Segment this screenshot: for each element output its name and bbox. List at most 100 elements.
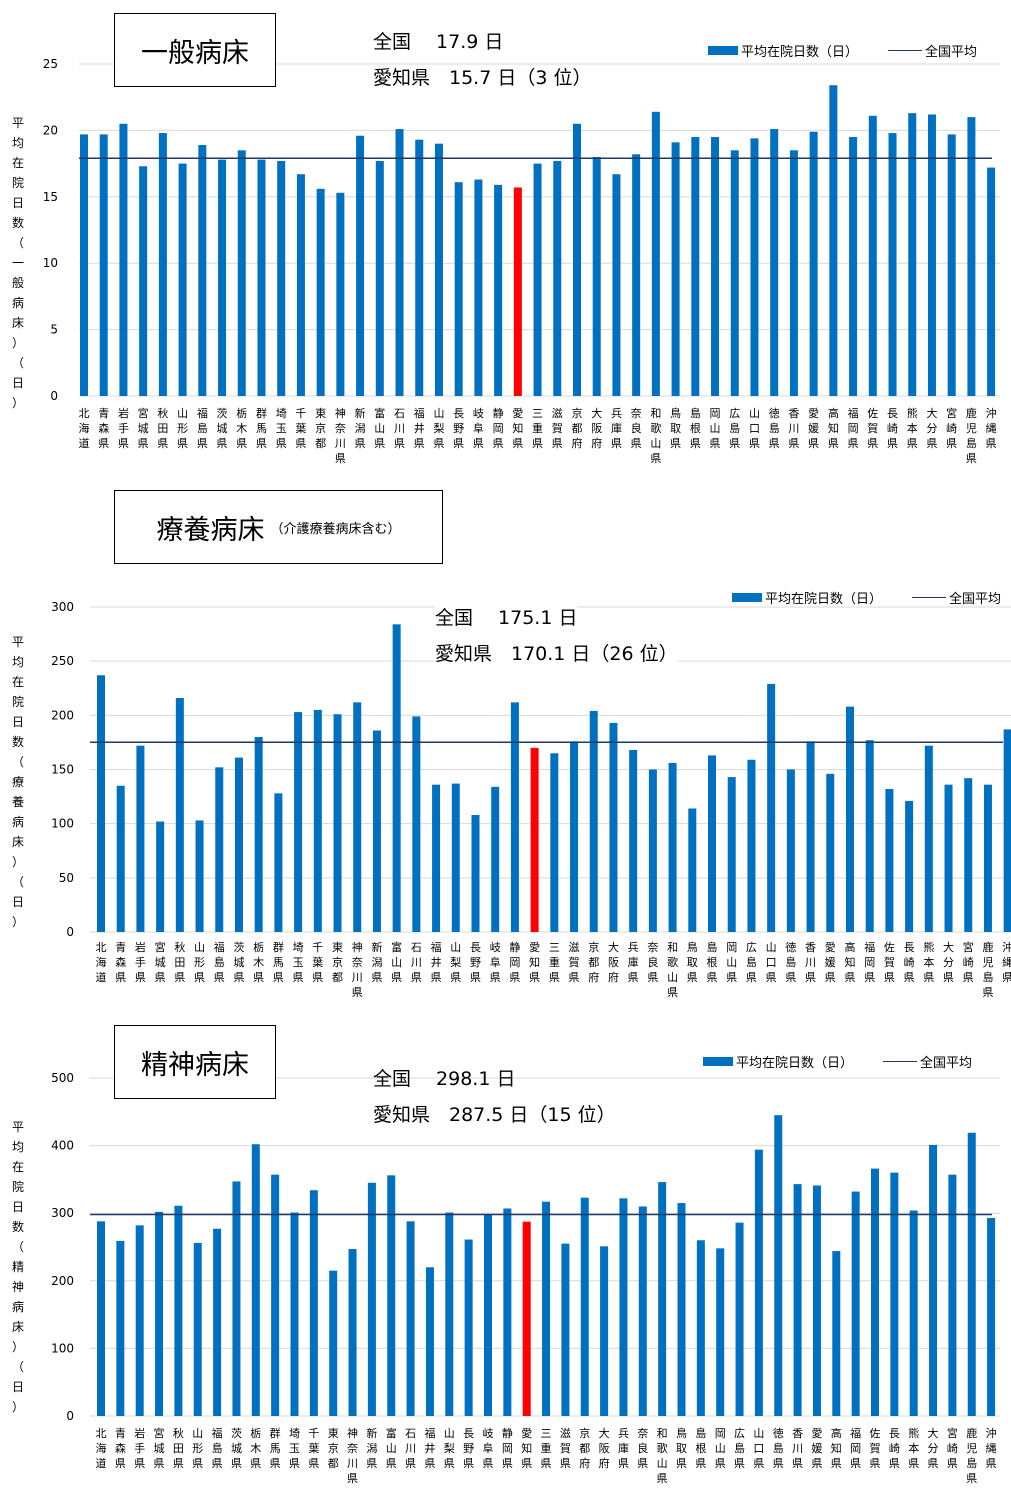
category-label: 鹿 xyxy=(966,1426,977,1440)
category-label-char: 県 xyxy=(766,971,777,984)
category-label: 福 xyxy=(214,940,225,954)
legend-bar-label: 平均在院日数（日） xyxy=(741,45,859,60)
bar xyxy=(708,755,717,932)
category-label-char: 島 xyxy=(769,421,780,435)
bar xyxy=(944,784,953,932)
bar xyxy=(908,113,917,397)
bar xyxy=(257,159,266,396)
category-label-char: 岡 xyxy=(509,956,520,969)
category-label: 石 xyxy=(411,941,422,954)
category-label-char: 県 xyxy=(391,971,402,984)
category-label: 大 xyxy=(599,1426,610,1440)
category-label: 島 xyxy=(690,406,701,420)
category-label-char: 県 xyxy=(923,971,934,984)
y-tick-label: 100 xyxy=(51,817,74,831)
category-label-char: 県 xyxy=(192,1457,203,1470)
bar xyxy=(533,163,542,396)
category-label-char: 県 xyxy=(135,971,146,984)
bar xyxy=(553,160,562,396)
bar xyxy=(425,1267,434,1416)
y-tick-label: 15 xyxy=(43,190,58,204)
category-label: 山 xyxy=(192,1427,203,1440)
bar-highlight-aichi xyxy=(513,187,522,396)
legend-line-label: 全国平均 xyxy=(925,45,978,60)
bar xyxy=(232,1181,241,1416)
category-label-char: 崎 xyxy=(887,421,898,435)
category-label: 長 xyxy=(470,941,481,954)
category-label-char: 阜 xyxy=(473,422,484,435)
category-label: 高 xyxy=(831,1426,842,1440)
category-label-char: 野 xyxy=(470,956,481,969)
category-label: 沖 xyxy=(1002,941,1011,954)
category-label-char: 県 xyxy=(295,437,306,450)
category-label: 宮 xyxy=(138,406,149,420)
bar xyxy=(333,714,342,932)
category-label-char: 県 xyxy=(431,971,442,984)
category-label-char: 奈 xyxy=(352,955,363,969)
category-label-char: 京 xyxy=(328,1441,339,1455)
category-label: 茨 xyxy=(233,940,244,954)
y-tick-label: 300 xyxy=(51,1206,74,1220)
category-label-char: 県 xyxy=(197,437,208,450)
category-label: 富 xyxy=(391,940,402,954)
bar xyxy=(271,1174,280,1416)
category-label-char: 県 xyxy=(532,437,543,450)
bar xyxy=(592,156,601,396)
national-average-text: 全国 298.1 日 xyxy=(373,1068,516,1090)
bar xyxy=(251,1144,260,1416)
category-label-char: 道 xyxy=(96,970,107,984)
bar xyxy=(609,722,618,932)
category-label: 東 xyxy=(328,1427,339,1440)
category-label-char: 県 xyxy=(355,437,366,450)
bar xyxy=(809,131,818,396)
chart-title-box: 精神病床 xyxy=(114,1025,276,1099)
category-label-char: 県 xyxy=(490,971,501,984)
category-label: 東 xyxy=(315,407,326,420)
category-label-char: 府 xyxy=(591,436,602,450)
bar xyxy=(155,1211,164,1416)
category-label: 富 xyxy=(374,406,385,420)
category-label: 鹿 xyxy=(982,940,993,954)
category-label-char: 県 xyxy=(792,1457,803,1470)
category-label-char: 阪 xyxy=(608,955,619,969)
category-label-char: 県 xyxy=(98,437,109,450)
category-label: 奈 xyxy=(647,940,658,954)
category-label-char: 県 xyxy=(811,1457,822,1470)
bar xyxy=(316,188,325,396)
y-tick-label: 0 xyxy=(66,925,74,939)
category-label-char: 歌 xyxy=(650,421,661,435)
category-label-char: 田 xyxy=(173,1442,184,1455)
category-label: 大 xyxy=(926,406,937,420)
category-label-char: 県 xyxy=(512,437,523,450)
bar xyxy=(195,820,204,932)
category-label-char: 道 xyxy=(79,436,90,450)
bar xyxy=(296,174,305,396)
category-label: 滋 xyxy=(560,1427,571,1440)
bar xyxy=(600,1246,609,1416)
category-label-char: 県 xyxy=(707,971,718,984)
category-label-char: 知 xyxy=(512,421,523,435)
category-label-char: 島 xyxy=(734,1441,745,1455)
category-label: 長 xyxy=(463,1427,474,1440)
category-label: 香 xyxy=(788,407,799,420)
category-label-char: 庫 xyxy=(628,955,639,969)
bar xyxy=(406,1221,415,1416)
chart-title: 一般病床 xyxy=(141,37,249,69)
category-label-char: 県 xyxy=(453,437,464,450)
bar xyxy=(580,1197,589,1416)
category-label-char: 崎 xyxy=(904,955,915,969)
bar xyxy=(929,1144,938,1416)
category-label: 宮 xyxy=(154,1426,165,1440)
category-label-char: 賀 xyxy=(867,422,878,435)
category-label: 石 xyxy=(405,1427,416,1440)
category-label-char: 県 xyxy=(529,971,540,984)
category-label-char: 梨 xyxy=(444,1441,455,1455)
category-label: 熊 xyxy=(908,1426,919,1440)
category-label-char: 玉 xyxy=(289,1442,300,1455)
category-label: 愛 xyxy=(521,1427,532,1440)
bar xyxy=(727,777,736,932)
category-label-char: 県 xyxy=(233,971,244,984)
y-tick-label: 200 xyxy=(51,708,74,722)
category-label-char: 口 xyxy=(753,1442,764,1455)
category-label-char: 県 xyxy=(347,1472,358,1485)
